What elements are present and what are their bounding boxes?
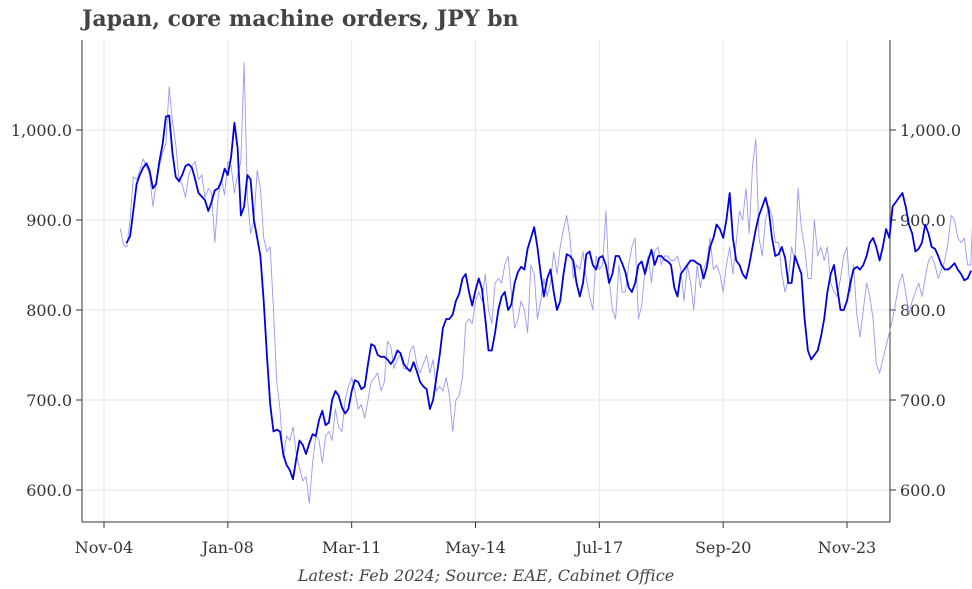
x-tick-label: Sep-20 (695, 538, 751, 557)
x-tick-label: Nov-04 (75, 538, 133, 557)
y-tick-label-right: 900.0 (900, 211, 946, 230)
y-tick-label-right: 1,000.0 (900, 121, 961, 140)
x-tick-label: Jan-08 (200, 538, 254, 557)
grid-layer (82, 40, 890, 522)
y-tick-label-right: 800.0 (900, 301, 946, 320)
y-axis-right: 600.0 700.0 800.0 900.0 1,000.0 (890, 121, 961, 500)
y-tick-label-left: 700.0 (26, 391, 72, 410)
y-tick-label-left: 1,000.0 (11, 121, 72, 140)
x-tick-label: Nov-23 (818, 538, 876, 557)
y-axis-left: 600.0 700.0 800.0 900.0 1,000.0 (11, 121, 82, 500)
x-tick-label: Mar-11 (322, 538, 381, 557)
series-line-average (125, 114, 972, 481)
y-tick-label-left: 900.0 (26, 211, 72, 230)
x-tick-label: May-14 (445, 538, 506, 557)
series-layer (119, 62, 972, 504)
plot-frame (81, 40, 891, 523)
y-tick-label-right: 700.0 (900, 391, 946, 410)
y-tick-label-left: 800.0 (26, 301, 72, 320)
x-axis: Nov-04 Jan-08 Mar-11 May-14 Jul-17 Sep-20 Nov-… (75, 522, 876, 557)
x-tick-label: Jul-17 (574, 538, 624, 557)
chart-title: Japan, core machine orders, JPY bn (82, 6, 519, 32)
y-tick-label-left: 600.0 (26, 481, 72, 500)
source-note: Latest: Feb 2024; Source: EAE, Cabinet O… (297, 566, 675, 585)
y-tick-label-right: 600.0 (900, 481, 946, 500)
